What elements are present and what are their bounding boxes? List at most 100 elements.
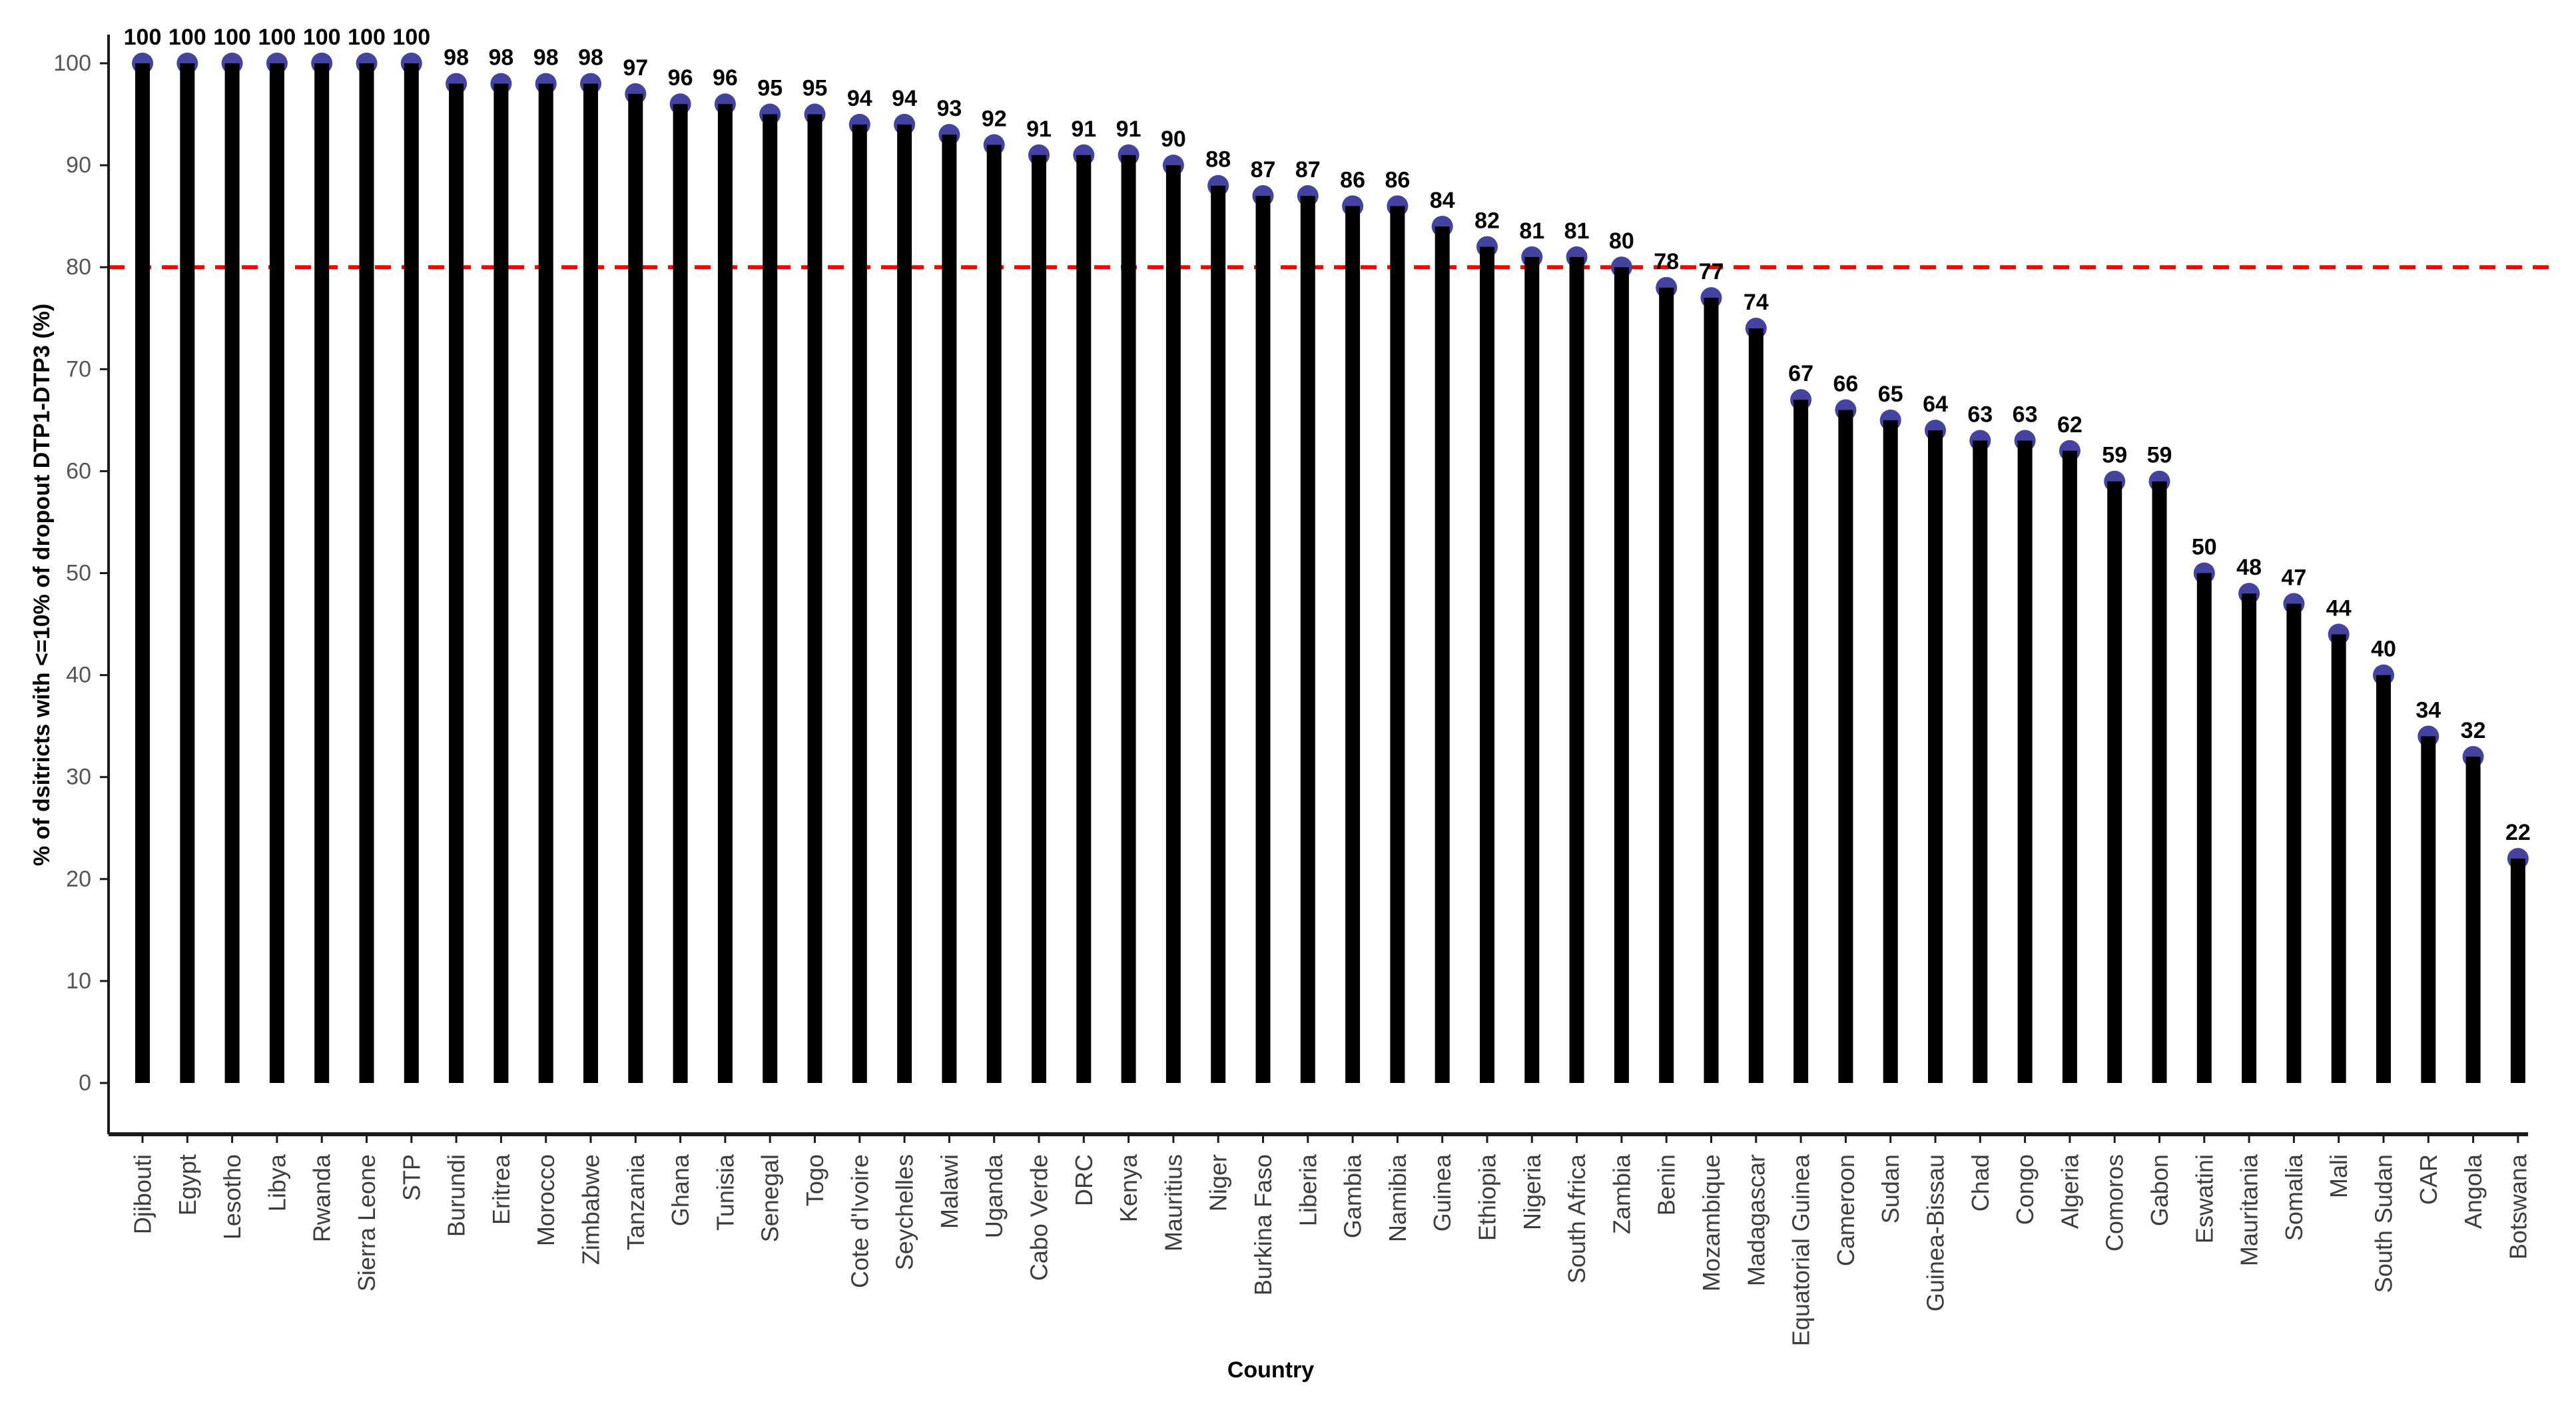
x-category-label: Burundi [443, 1154, 470, 1237]
x-category-label: Somalia [2280, 1154, 2308, 1241]
bar [1928, 430, 1943, 1083]
bar [1435, 226, 1450, 1084]
value-label: 94 [847, 86, 872, 111]
value-label: 94 [892, 86, 917, 111]
x-category-label: Chad [1967, 1154, 1994, 1212]
x-category-label: Nigeria [1518, 1154, 1546, 1230]
bar [1614, 267, 1629, 1084]
value-label: 100 [258, 25, 296, 50]
x-axis-title: Country [1227, 1357, 1314, 1383]
bar [2510, 859, 2525, 1083]
bar [2465, 757, 2481, 1083]
bar [2421, 736, 2436, 1083]
x-category-label: Morocco [532, 1154, 559, 1246]
x-category-label: Equatorial Guinea [1787, 1154, 1815, 1346]
value-label: 86 [1340, 167, 1365, 192]
bar [628, 93, 643, 1084]
x-category-label: South Africa [1563, 1154, 1590, 1283]
bar [538, 83, 553, 1084]
y-axis-title: % of dsitricts with <=10% of dropout DTP… [29, 304, 55, 866]
x-category-label: Eswatini [2190, 1154, 2218, 1243]
bar [2196, 573, 2212, 1083]
x-category-label: Tanzania [622, 1154, 649, 1250]
bar [1748, 328, 1764, 1083]
bar [1255, 196, 1271, 1083]
x-category-label: Djibouti [129, 1154, 157, 1234]
value-label: 34 [2415, 697, 2441, 723]
x-category-label: DRC [1070, 1154, 1098, 1206]
bar [942, 135, 957, 1083]
value-label: 98 [533, 45, 559, 71]
value-label: 63 [2013, 402, 2038, 427]
y-tick-label: 90 [66, 153, 91, 178]
value-label: 96 [668, 65, 693, 91]
x-category-label: Niger [1205, 1154, 1232, 1212]
x-category-label: Mauritania [2236, 1154, 2263, 1266]
value-label: 48 [2236, 555, 2262, 580]
y-tick-label: 40 [66, 663, 91, 688]
bar [1121, 155, 1136, 1083]
bar [1300, 196, 1315, 1083]
x-category-label: CAR [2415, 1154, 2442, 1205]
x-category-label: Liberia [1294, 1154, 1321, 1226]
bar [1076, 155, 1092, 1083]
value-label: 100 [168, 25, 206, 50]
x-category-label: Mozambique [1698, 1154, 1725, 1291]
bar [2017, 440, 2033, 1083]
value-label: 91 [1026, 117, 1052, 142]
x-category-label: Seychelles [891, 1154, 918, 1270]
bar [224, 63, 240, 1083]
x-category-label: Zimbabwe [577, 1154, 605, 1265]
x-category-label: Benin [1653, 1154, 1680, 1216]
value-label: 32 [2461, 718, 2486, 743]
x-category-label: Ghana [667, 1154, 694, 1226]
bar [1704, 298, 1719, 1083]
bar [852, 124, 867, 1084]
bar [1480, 246, 1494, 1084]
value-label: 81 [1564, 218, 1590, 244]
value-label: 80 [1609, 228, 1634, 254]
x-category-label: Uganda [980, 1154, 1008, 1238]
value-label: 47 [2281, 565, 2306, 590]
x-category-label: Cabo Verde [1026, 1154, 1053, 1281]
y-tick-label: 10 [66, 968, 91, 994]
x-category-label: Comoros [2101, 1154, 2128, 1251]
value-label: 98 [444, 45, 469, 71]
value-label: 78 [1654, 249, 1679, 274]
value-label: 59 [2102, 443, 2127, 468]
value-label: 64 [1923, 392, 1948, 417]
bar [1793, 400, 1809, 1083]
value-label: 90 [1161, 127, 1186, 152]
y-tick-label: 20 [66, 867, 91, 892]
value-label: 97 [623, 55, 648, 81]
x-category-label: Algeria [2056, 1154, 2083, 1229]
bar [1883, 420, 1898, 1083]
value-label: 84 [1430, 188, 1455, 213]
x-category-label: Burkina Faso [1249, 1154, 1277, 1295]
value-label: 91 [1116, 117, 1141, 142]
x-category-label: Gabon [2146, 1154, 2173, 1226]
value-label: 100 [303, 25, 341, 50]
value-label: 22 [2505, 820, 2531, 845]
bar [1838, 410, 1853, 1083]
x-category-label: Zambia [1608, 1154, 1635, 1234]
value-label: 100 [213, 25, 251, 50]
x-category-label: Libya [263, 1154, 290, 1212]
value-label: 91 [1071, 117, 1096, 142]
bar [717, 104, 733, 1084]
x-category-label: Mauritius [1159, 1154, 1187, 1251]
value-label: 40 [2371, 637, 2396, 662]
value-label: 66 [1833, 372, 1858, 397]
bar [2062, 450, 2077, 1083]
bar [583, 83, 598, 1084]
x-category-label: Cameroon [1832, 1154, 1859, 1266]
bar [1524, 256, 1540, 1083]
x-category-label: Guinea [1429, 1154, 1456, 1232]
x-category-label: Gambia [1339, 1154, 1367, 1238]
x-category-label: Mali [2325, 1154, 2352, 1198]
value-label: 87 [1295, 157, 1321, 182]
plot-area: 0102030405060708090100100Djibouti100Egyp… [53, 25, 2549, 1346]
value-label: 96 [713, 65, 738, 91]
value-label: 59 [2147, 443, 2172, 468]
bar [1390, 206, 1405, 1084]
